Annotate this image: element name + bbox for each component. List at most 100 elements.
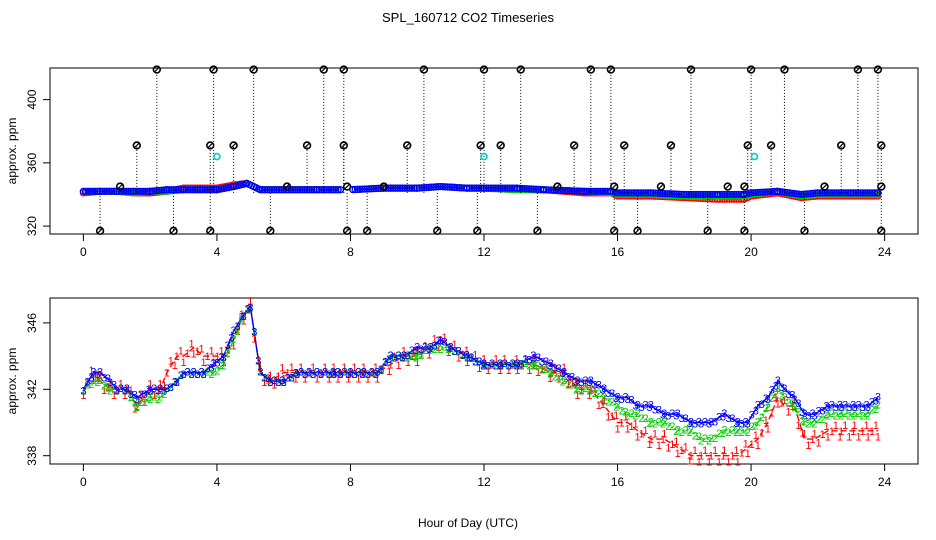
series-marker-1: 1 — [111, 390, 117, 402]
series-marker-2: 2 — [852, 410, 858, 422]
series-marker-1: 1 — [823, 421, 829, 433]
base-point-series-3 — [310, 186, 318, 194]
series-marker-3: 3 — [635, 400, 641, 412]
base-point-series-3 — [84, 187, 92, 195]
x-tick-label: 0 — [80, 475, 87, 489]
series-marker-3: 3 — [801, 408, 807, 420]
series-marker-1: 1 — [865, 432, 871, 444]
series-marker-1: 1 — [656, 440, 662, 452]
base-point-series-3 — [158, 186, 166, 194]
series-marker-3: 3 — [618, 394, 624, 406]
series-marker-1: 1 — [134, 401, 140, 413]
base-point-series-3 — [830, 189, 838, 197]
base-point-series-3 — [716, 190, 724, 199]
series-marker-3: 3 — [753, 405, 759, 417]
series-marker-1: 1 — [114, 384, 120, 396]
outlier-low-point-slash — [534, 228, 540, 234]
series-marker-3: 3 — [351, 369, 357, 381]
series-marker-1: 1 — [556, 374, 562, 386]
outlier-low-point-slash — [434, 228, 440, 234]
series-marker-1: 1 — [401, 345, 407, 357]
series-marker-2: 2 — [219, 360, 225, 372]
series-marker-1: 1 — [875, 432, 881, 444]
series-marker-2: 2 — [118, 383, 124, 395]
series-marker-3: 3 — [184, 366, 190, 378]
series-marker-1: 1 — [775, 398, 781, 410]
base-point-series-3 — [318, 186, 326, 194]
series-marker-1: 1 — [560, 368, 566, 380]
outlier-small-point-slash — [725, 184, 731, 189]
series-marker-1: 1 — [522, 354, 528, 366]
series-marker-3: 3 — [279, 375, 285, 387]
outlier-mid-point — [837, 141, 846, 150]
series-marker-1: 1 — [225, 344, 231, 356]
series-marker-2: 2 — [618, 405, 624, 417]
series-marker-3: 3 — [293, 367, 299, 379]
outlier-small-point — [379, 182, 389, 191]
series-marker-2: 2 — [596, 388, 602, 400]
series-marker-2: 2 — [401, 350, 407, 362]
series-line-3 — [82, 304, 879, 424]
series-marker-1: 1 — [485, 365, 491, 377]
series-marker-1: 1 — [739, 447, 745, 459]
series-marker-1: 1 — [335, 374, 341, 386]
base-point-series-3 — [296, 186, 304, 194]
base-point-series-3 — [441, 183, 449, 191]
series-marker-1: 1 — [122, 390, 128, 402]
series-marker-3: 3 — [721, 408, 727, 420]
series-marker-1: 1 — [151, 390, 157, 402]
outlier-low-point-slash — [741, 228, 747, 234]
series-marker-2: 2 — [506, 361, 512, 373]
series-marker-3: 3 — [779, 382, 785, 394]
base-point-series-3 — [697, 190, 705, 199]
series-marker-1: 1 — [448, 343, 454, 355]
x-tick-label: 20 — [744, 245, 758, 259]
series-marker-2: 2 — [735, 425, 741, 437]
series-marker-3: 3 — [755, 400, 761, 412]
base-point-series-3 — [177, 186, 185, 194]
series-marker-3: 3 — [573, 376, 579, 388]
series-marker-3: 3 — [442, 337, 448, 349]
base-point-series-3 — [294, 186, 302, 194]
series-marker-1: 1 — [180, 357, 186, 369]
base-point-series-3 — [291, 186, 299, 194]
series-marker-2: 2 — [281, 377, 287, 389]
series-marker-2: 2 — [833, 410, 839, 422]
base-point-series-3 — [690, 190, 698, 199]
base-point-series-3 — [708, 190, 716, 199]
series-marker-2: 2 — [873, 404, 879, 416]
series-marker-3: 3 — [687, 418, 693, 430]
series-marker-2: 2 — [369, 366, 375, 378]
base-point-series-3 — [501, 184, 509, 192]
series-marker-3: 3 — [318, 369, 324, 381]
outlier-low-point — [206, 226, 215, 236]
series-marker-3: 3 — [729, 413, 735, 425]
outlier-low-point-slash — [635, 228, 640, 234]
series-marker-1: 1 — [298, 362, 304, 374]
outlier-high-point-slash — [608, 67, 614, 73]
mean-outlier-point — [480, 152, 488, 161]
series-marker-2: 2 — [514, 361, 520, 373]
outlier-low-point — [169, 226, 178, 236]
series-marker-1: 1 — [472, 349, 478, 361]
series-marker-1: 1 — [365, 374, 371, 386]
series-marker-1: 1 — [132, 403, 138, 415]
series-marker-3: 3 — [409, 345, 415, 357]
series-marker-1: 1 — [168, 355, 174, 367]
series-marker-2: 2 — [485, 361, 491, 373]
series-marker-2: 2 — [184, 366, 190, 378]
x-tick-label: 4 — [214, 475, 221, 489]
base-point-series-3 — [139, 187, 147, 195]
series-marker-1: 1 — [605, 412, 611, 424]
base-point-series-3 — [117, 187, 126, 195]
series-marker-2: 2 — [811, 419, 817, 431]
series-marker-1: 1 — [530, 359, 536, 371]
base-point-series-3 — [165, 186, 173, 194]
x-tick-label: 24 — [878, 475, 892, 489]
series-marker-3: 3 — [105, 373, 111, 385]
series-marker-3: 3 — [265, 373, 271, 385]
series-marker-1: 1 — [231, 340, 237, 352]
outlier-high-point — [419, 65, 429, 74]
series-marker-2: 2 — [335, 366, 341, 378]
